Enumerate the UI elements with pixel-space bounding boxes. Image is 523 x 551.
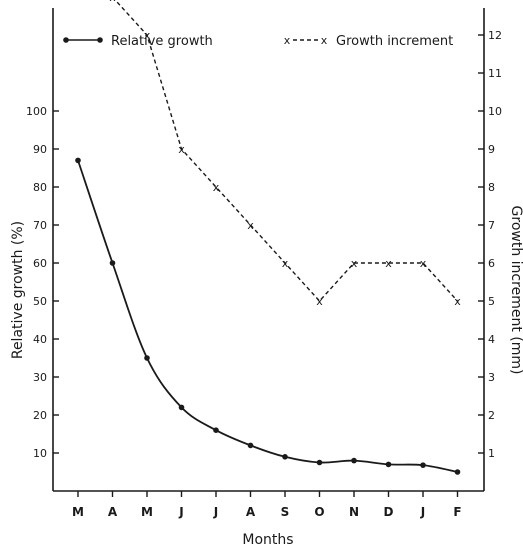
growth-increment-point: x (109, 0, 116, 4)
legend-x-marker: x (284, 34, 291, 47)
relative-growth-point (109, 260, 116, 266)
left-tick-label: 50 (33, 295, 47, 308)
legend-dot-marker (63, 37, 69, 43)
left-tick-group: 10 20 30 40 50 60 70 80 90 100 (26, 105, 59, 460)
growth-increment-point: x (247, 219, 254, 232)
growth-increment-point: x (213, 181, 220, 194)
growth-increment-point: x (282, 257, 289, 270)
plot-axes (52, 8, 485, 492)
x-tick-label: F (453, 505, 461, 519)
left-tick-label: 100 (26, 105, 47, 118)
relative-growth-point (247, 442, 254, 449)
x-tick-label: J (420, 505, 425, 519)
relative-growth-point (316, 459, 323, 466)
left-tick-label: 30 (33, 371, 47, 384)
x-axis-title: Months (242, 532, 293, 548)
right-tick-label: 10 (488, 105, 502, 118)
growth-increment-point: x (385, 257, 392, 270)
left-tick-label: 70 (33, 219, 47, 232)
legend: Relative growth x x Growth increment (63, 34, 453, 49)
x-tick-label: D (384, 505, 394, 519)
right-axis-title: Growth increment (mm) (508, 206, 523, 375)
legend-x-marker: x (321, 34, 328, 47)
relative-growth-point (213, 427, 219, 434)
left-tick-label: 60 (33, 257, 47, 270)
right-tick-label: 2 (488, 409, 495, 422)
x-tick-label: A (246, 505, 256, 519)
legend-item-relative-growth: Relative growth (63, 34, 213, 49)
series-growth-increment: x x x x x x x x x x x (109, 0, 461, 308)
growth-increment-point: x (178, 143, 185, 156)
left-tick-label: 10 (33, 447, 47, 460)
growth-increment-point: x (420, 257, 427, 270)
x-tick-label: A (108, 505, 118, 519)
growth-increment-point: x (454, 295, 461, 308)
x-tick-label: M (72, 505, 84, 519)
x-tick-label: O (314, 505, 324, 519)
legend-dot-marker (97, 37, 103, 43)
legend-item-growth-increment: x x Growth increment (284, 34, 454, 49)
relative-growth-point (282, 454, 288, 460)
relative-growth-point (385, 461, 392, 468)
relative-growth-point (420, 462, 426, 468)
right-tick-label: 9 (488, 143, 495, 156)
left-axis-title: Relative growth (%) (10, 221, 26, 359)
left-tick-label: 40 (33, 333, 47, 346)
legend-label-relative-growth: Relative growth (111, 34, 213, 49)
right-tick-label: 6 (488, 257, 495, 270)
left-tick-label: 20 (33, 409, 47, 422)
right-tick-label: 3 (488, 371, 495, 384)
relative-growth-point (351, 457, 357, 464)
growth-increment-point: x (351, 257, 358, 270)
relative-growth-point (178, 404, 185, 411)
relative-growth-point (144, 355, 150, 361)
x-tick-label: J (178, 505, 183, 519)
right-tick-label: 5 (488, 295, 495, 308)
legend-label-growth-increment: Growth increment (336, 34, 453, 49)
right-tick-label: 4 (488, 333, 495, 346)
x-tick-label: J (213, 505, 218, 519)
x-tick-label: S (281, 505, 290, 519)
growth-increment-point: x (316, 295, 323, 308)
x-tick-label: N (349, 505, 359, 519)
growth-increment-point: x (144, 29, 151, 42)
right-tick-label: 11 (488, 67, 502, 80)
relative-growth-line (77, 160, 458, 473)
relative-growth-point (454, 469, 461, 475)
relative-growth-point (75, 157, 81, 164)
left-tick-label: 90 (33, 143, 47, 156)
left-tick-label: 80 (33, 181, 47, 194)
right-tick-label: 8 (488, 181, 495, 194)
growth-increment-line (114, 0, 459, 303)
x-tick-label: M (141, 505, 153, 519)
right-tick-label: 1 (488, 447, 495, 460)
right-tick-label: 12 (488, 29, 502, 42)
right-tick-label: 7 (488, 219, 495, 232)
series-relative-growth (75, 157, 461, 475)
